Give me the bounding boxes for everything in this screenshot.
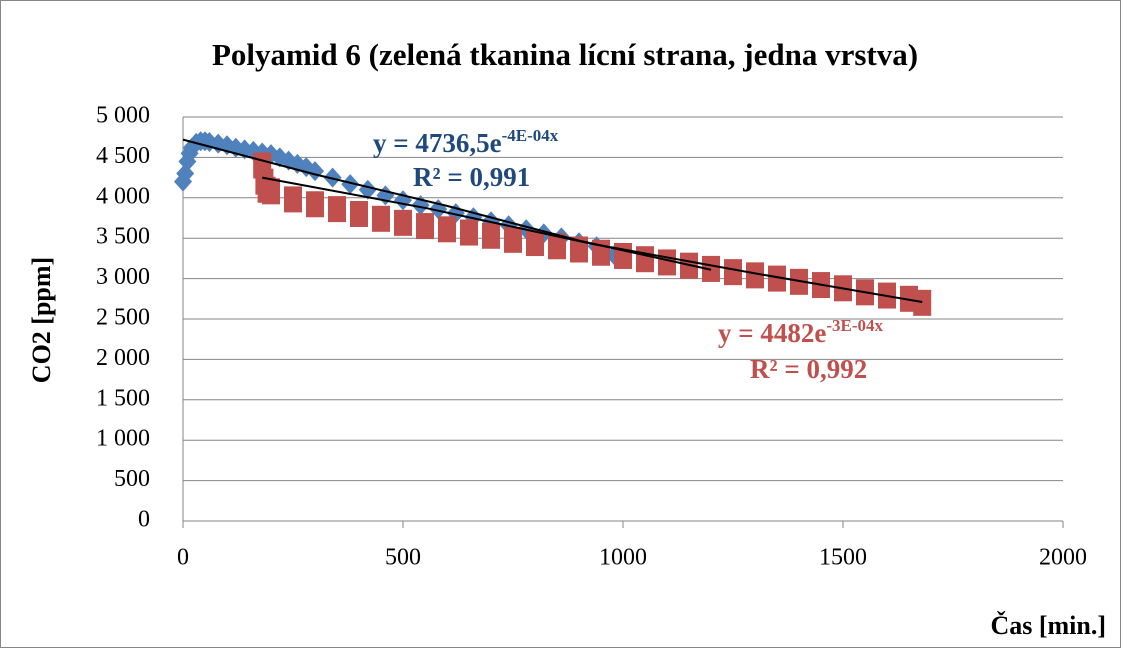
y-tick-label: 2 000 <box>96 345 150 371</box>
data-point <box>416 213 434 240</box>
y-tick-label: 3 500 <box>96 224 150 250</box>
x-tick-label: 1000 <box>599 545 647 571</box>
data-point <box>262 178 280 205</box>
y-tick-label: 5 000 <box>96 103 150 129</box>
data-point <box>768 265 786 292</box>
x-axis-title: Čas [min.] <box>990 611 1106 640</box>
trendline-equation: R² = 0,992 <box>750 354 867 384</box>
data-point <box>570 236 588 263</box>
data-point <box>460 219 478 246</box>
y-tick-label: 4 000 <box>96 183 150 209</box>
trendline <box>262 176 923 304</box>
data-point <box>341 174 360 195</box>
y-tick-label: 1 500 <box>96 385 150 411</box>
chart-title: Polyamid 6 (zelená tkanina lícní strana,… <box>212 37 918 72</box>
equation-text: y = 4482e <box>718 318 826 348</box>
data-point <box>526 230 544 257</box>
data-point <box>724 259 742 286</box>
y-tick-label: 3 000 <box>96 264 150 290</box>
data-point <box>438 216 456 243</box>
trendline-equation: R² = 0,991 <box>413 162 530 192</box>
data-point <box>482 222 500 249</box>
x-tick-label: 1500 <box>819 545 867 571</box>
data-point <box>548 233 566 260</box>
equation-exponent: -3E-04x <box>826 316 883 335</box>
y-axis-title: CO2 [ppm] <box>27 257 56 383</box>
data-point <box>394 209 412 236</box>
data-point <box>358 179 377 200</box>
x-tick-label: 0 <box>177 545 189 571</box>
data-point <box>350 200 368 227</box>
trendline-equation: y = 4482e-3E-04x <box>718 316 884 348</box>
data-point <box>913 289 932 316</box>
data-point <box>636 246 654 273</box>
equation-text: R² = 0,991 <box>413 162 530 192</box>
data-point <box>328 196 346 223</box>
x-tick-label: 500 <box>385 545 421 571</box>
data-point <box>306 191 324 218</box>
x-tick-label: 2000 <box>1039 545 1087 571</box>
y-tick-label: 1 000 <box>96 426 150 452</box>
y-tick-label: 0 <box>138 507 150 533</box>
equation-text: y = 4736,5e <box>373 128 502 158</box>
trendline-equation: y = 4736,5e-4E-04x <box>373 126 559 158</box>
y-tick-label: 2 500 <box>96 305 150 331</box>
data-point <box>504 226 522 253</box>
data-point <box>284 186 302 213</box>
data-point <box>658 249 676 276</box>
equation-exponent: -4E-04x <box>502 126 559 145</box>
y-tick-label: 4 500 <box>96 143 150 169</box>
data-point <box>372 205 390 232</box>
data-point <box>614 242 632 269</box>
equation-text: R² = 0,992 <box>750 354 867 384</box>
y-tick-label: 500 <box>114 466 150 492</box>
data-point <box>746 262 764 289</box>
